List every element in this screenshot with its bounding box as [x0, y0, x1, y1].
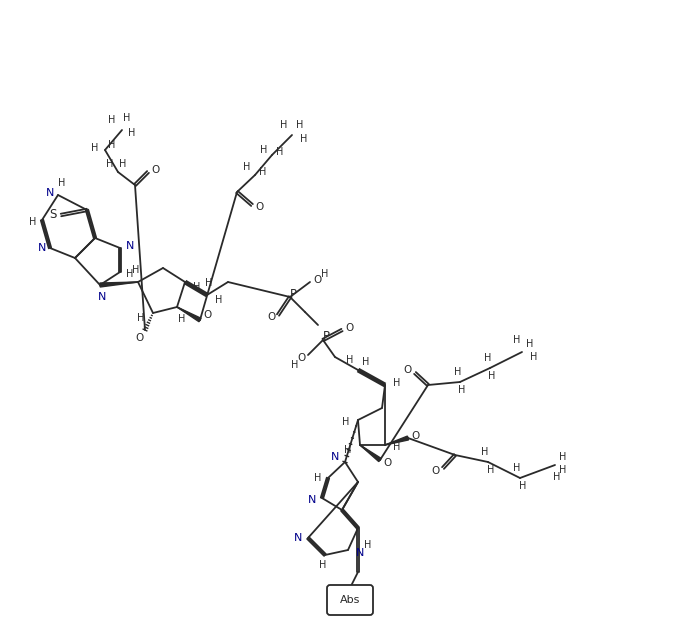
Text: P: P	[290, 287, 296, 301]
Text: H: H	[530, 352, 538, 362]
Text: O: O	[136, 333, 144, 343]
Text: H: H	[560, 452, 566, 462]
Text: N: N	[46, 188, 54, 198]
Text: N: N	[330, 452, 339, 462]
Text: O: O	[203, 310, 211, 320]
Text: H: H	[137, 313, 145, 323]
Text: S: S	[50, 208, 56, 222]
Text: H: H	[488, 371, 496, 381]
Polygon shape	[360, 445, 381, 461]
Text: H: H	[481, 447, 489, 457]
Text: N: N	[98, 292, 106, 302]
Text: H: H	[393, 378, 401, 388]
FancyBboxPatch shape	[327, 585, 373, 615]
Text: N: N	[38, 243, 46, 253]
Polygon shape	[385, 436, 409, 445]
Text: O: O	[297, 353, 305, 363]
Text: O: O	[404, 365, 412, 375]
Text: H: H	[458, 385, 466, 395]
Text: H: H	[178, 314, 186, 324]
Text: H: H	[454, 367, 462, 377]
Text: H: H	[364, 540, 372, 550]
Text: H: H	[520, 481, 527, 491]
Text: H: H	[342, 417, 350, 427]
Text: H: H	[484, 353, 492, 363]
Polygon shape	[177, 307, 201, 322]
Text: H: H	[216, 295, 222, 305]
Text: H: H	[205, 278, 213, 288]
Text: H: H	[362, 357, 370, 367]
Text: H: H	[29, 217, 37, 227]
Text: H: H	[301, 134, 307, 144]
Text: O: O	[411, 431, 419, 441]
Text: H: H	[276, 147, 284, 157]
Text: H: H	[260, 145, 268, 155]
Text: H: H	[560, 465, 566, 475]
Text: O: O	[432, 466, 440, 476]
Text: H: H	[320, 560, 326, 570]
Text: H: H	[554, 472, 561, 482]
Text: H: H	[322, 269, 328, 279]
Text: O: O	[151, 165, 159, 175]
Text: H: H	[344, 445, 352, 455]
Text: H: H	[126, 269, 134, 279]
Text: O: O	[313, 275, 321, 285]
Text: H: H	[296, 120, 304, 130]
Text: H: H	[526, 339, 534, 349]
Text: H: H	[108, 115, 116, 125]
Text: H: H	[314, 473, 322, 483]
Text: H: H	[280, 120, 288, 130]
Text: H: H	[488, 465, 494, 475]
Text: H: H	[129, 128, 136, 138]
Text: H: H	[119, 159, 126, 169]
Text: N: N	[294, 533, 302, 543]
Text: H: H	[106, 159, 114, 169]
Text: H: H	[243, 162, 251, 172]
Text: P: P	[322, 330, 330, 344]
Text: H: H	[123, 113, 131, 123]
Text: H: H	[108, 140, 116, 150]
Text: H: H	[393, 442, 401, 452]
Text: O: O	[383, 458, 391, 468]
Text: O: O	[267, 312, 275, 322]
Text: H: H	[133, 265, 139, 275]
Text: H: H	[58, 178, 66, 188]
Text: H: H	[291, 360, 299, 370]
Text: H: H	[346, 355, 354, 365]
Polygon shape	[100, 282, 138, 287]
Text: N: N	[308, 495, 316, 505]
Text: N: N	[356, 548, 364, 558]
Text: H: H	[193, 282, 201, 292]
Text: H: H	[513, 463, 521, 473]
Text: Abs: Abs	[340, 595, 360, 605]
Text: N: N	[126, 241, 134, 251]
Text: H: H	[91, 143, 99, 153]
Text: H: H	[259, 167, 267, 177]
Text: O: O	[255, 202, 263, 212]
Text: O: O	[345, 323, 353, 333]
Text: H: H	[513, 335, 521, 345]
